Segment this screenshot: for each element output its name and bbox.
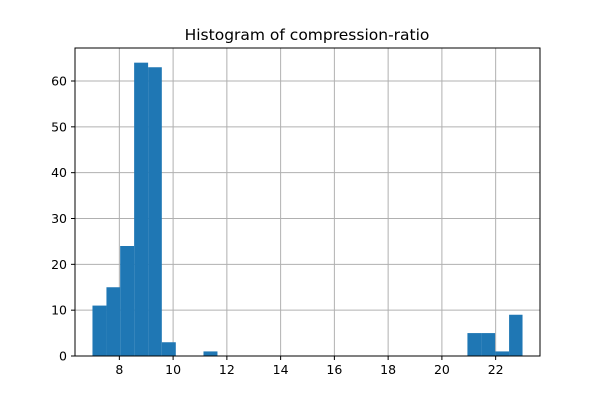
- histogram-bar: [161, 342, 176, 356]
- x-tick-label: 12: [219, 362, 235, 377]
- plot-frame: [74, 47, 541, 357]
- y-tick-label: 0: [59, 349, 67, 364]
- x-tick-label: 8: [115, 362, 123, 377]
- y-axis: 0 10 20 30 40 50 60: [51, 74, 75, 364]
- x-tick-label: 16: [326, 362, 342, 377]
- x-tick-label: 10: [165, 362, 181, 377]
- y-tick-label: 50: [51, 119, 67, 134]
- bars: [92, 62, 523, 357]
- y-tick-label: 60: [51, 74, 67, 89]
- x-tick-label: 14: [273, 362, 289, 377]
- histogram-bar: [92, 305, 107, 356]
- histogram-bar: [495, 351, 510, 356]
- x-axis: 8 10 12 14 16 18 20 22: [115, 356, 504, 377]
- y-tick-label: 20: [51, 257, 67, 272]
- histogram-bar: [148, 67, 162, 356]
- histogram-bar: [106, 287, 121, 356]
- x-tick-label: 18: [380, 362, 396, 377]
- histogram-bar: [120, 246, 135, 356]
- histogram-bar: [481, 333, 496, 356]
- histogram-bar: [203, 351, 218, 356]
- x-tick-label: 22: [488, 362, 504, 377]
- histogram-bar: [467, 333, 482, 356]
- y-tick-label: 10: [51, 303, 67, 318]
- histogram-bar: [509, 314, 523, 356]
- histogram-bar: [134, 62, 149, 357]
- y-tick-label: 30: [51, 211, 67, 226]
- chart-title: Histogram of compression-ratio: [185, 26, 430, 44]
- y-tick-label: 40: [51, 165, 67, 180]
- x-tick-label: 20: [434, 362, 450, 377]
